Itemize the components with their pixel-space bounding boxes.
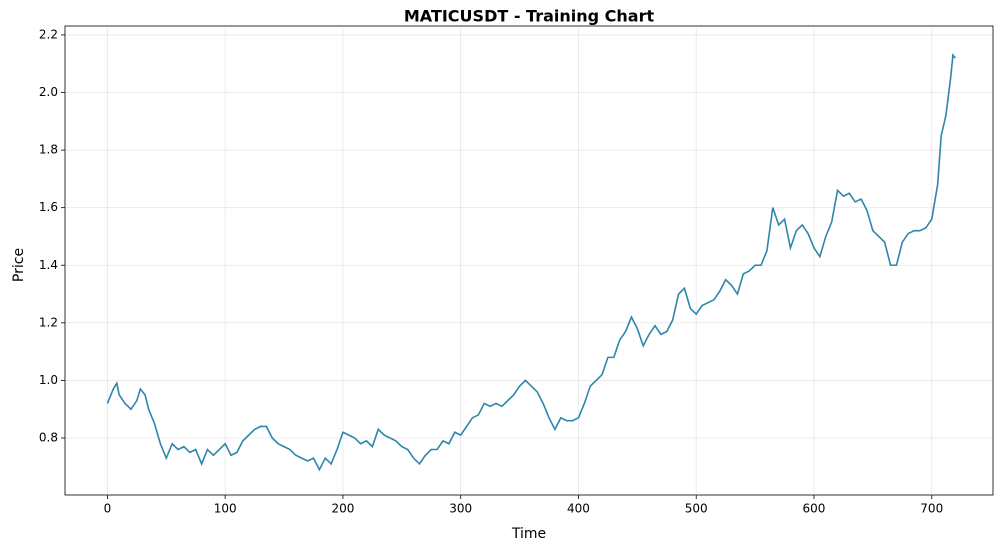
y-tick-label: 1.2 <box>39 315 58 329</box>
x-tick-label: 500 <box>685 502 708 516</box>
price-line <box>106 53 956 472</box>
y-tick-label: 1.4 <box>39 258 58 272</box>
x-tick-label: 300 <box>449 502 472 516</box>
y-tick-label: 0.8 <box>39 430 58 444</box>
y-tick-label: 2.0 <box>39 85 58 99</box>
y-tick-label: 1.6 <box>39 200 58 214</box>
x-tick-label: 700 <box>920 502 943 516</box>
x-tick-label: 100 <box>214 502 237 516</box>
plot-frame <box>64 25 994 496</box>
x-tick-label: 0 <box>104 502 112 516</box>
x-tick-label: 600 <box>803 502 826 516</box>
y-tick-label: 1.8 <box>39 143 58 157</box>
y-axis-label: Price <box>11 248 27 282</box>
x-tick-label: 400 <box>567 502 590 516</box>
y-tick-label: 2.2 <box>39 27 58 41</box>
x-axis-label: Time <box>511 526 546 542</box>
y-tick-label: 1.0 <box>39 373 58 387</box>
x-tick-label: 200 <box>331 502 354 516</box>
chart-title: MATICUSDT - Training Chart <box>404 7 655 26</box>
